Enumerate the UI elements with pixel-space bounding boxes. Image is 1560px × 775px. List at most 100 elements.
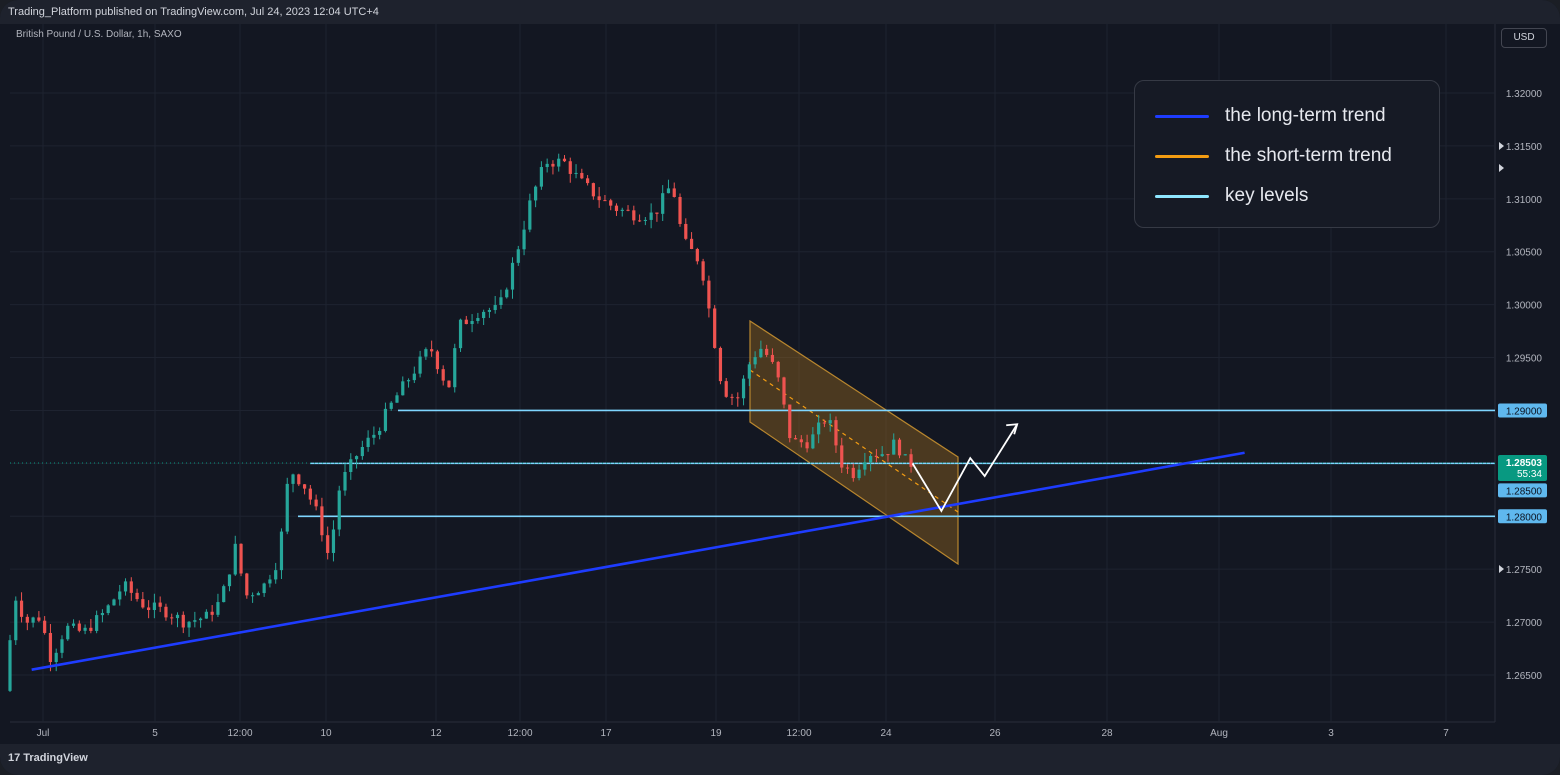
candle-body <box>401 381 405 396</box>
short-term-channel <box>749 319 959 566</box>
legend-short-term: the short-term trend <box>1155 145 1392 166</box>
candle-body <box>880 454 884 457</box>
candle-body <box>718 347 723 382</box>
candle-body <box>227 574 232 587</box>
axis-marker-icon <box>1499 164 1504 172</box>
y-tick-label: 1.29500 <box>1506 354 1543 365</box>
candle-body <box>892 439 896 455</box>
candle-body <box>285 483 289 532</box>
candle-body <box>256 593 260 596</box>
candle-body <box>262 583 266 594</box>
candle-body <box>736 397 740 399</box>
candle-body <box>118 591 122 600</box>
x-tick-label: 19 <box>710 728 722 739</box>
candle-body <box>354 456 359 460</box>
candle-body <box>378 430 382 435</box>
x-tick-label: 10 <box>320 728 332 739</box>
y-tick-label: 1.31000 <box>1506 195 1543 206</box>
candle-body <box>406 380 411 382</box>
candle-body <box>418 356 422 374</box>
candle-body <box>141 599 145 608</box>
candle-body <box>447 380 451 388</box>
candle-body <box>551 163 555 167</box>
key-level-badge-label: 1.28500 <box>1506 486 1543 497</box>
key-level-badge <box>1498 509 1547 524</box>
candle-body <box>100 613 105 616</box>
candle-body <box>31 617 35 623</box>
candle-body <box>366 437 370 448</box>
candle-body <box>250 595 255 597</box>
candle-body <box>822 422 827 424</box>
candle-body <box>689 238 694 249</box>
candle-body <box>747 364 751 379</box>
candle-body <box>684 223 688 239</box>
candle-body <box>48 632 53 663</box>
x-tick-label: 7 <box>1443 728 1449 739</box>
candle-body <box>95 615 99 631</box>
candle-body <box>522 229 526 250</box>
y-tick-label: 1.27500 <box>1506 565 1543 576</box>
candle-body <box>655 212 659 214</box>
candle-body <box>505 289 509 298</box>
candle-body <box>453 348 457 388</box>
legend-long-term-label: the long-term trend <box>1225 105 1386 126</box>
x-tick-label: 12 <box>430 728 442 739</box>
tradingview-logo-icon: 17 <box>8 752 21 764</box>
candle-body <box>724 381 728 397</box>
candle-body <box>14 600 18 641</box>
legend-key-levels-label: key levels <box>1225 185 1309 206</box>
projection-arrow-icon <box>1006 423 1019 435</box>
candle-body <box>765 348 769 355</box>
candle-body <box>222 586 226 603</box>
candle-body <box>562 158 567 162</box>
key-level-badge-label: 1.29000 <box>1506 406 1543 417</box>
publish-header: Trading_Platform published on TradingVie… <box>0 0 1560 24</box>
x-tick-label: 5 <box>152 728 158 739</box>
y-tick-label: 1.30500 <box>1506 248 1543 259</box>
candle-body <box>534 186 538 201</box>
candle-body <box>695 248 699 262</box>
legend-long-term: the long-term trend <box>1155 105 1386 126</box>
candle-body <box>586 178 590 184</box>
candle-body <box>123 581 128 592</box>
candle-body <box>869 455 873 463</box>
y-tick-label: 1.31500 <box>1506 142 1543 153</box>
trend-legend: the long-term trend the short-term trend… <box>1134 80 1440 228</box>
x-tick-label: Aug <box>1210 728 1228 739</box>
candle-body <box>349 459 353 472</box>
currency-button[interactable]: USD <box>1501 28 1547 48</box>
candle-body <box>788 404 792 439</box>
candle-body <box>199 618 203 621</box>
legend-long-term-swatch <box>1155 114 1209 118</box>
candle-body <box>597 196 601 201</box>
candle-body <box>903 454 907 456</box>
axis-marker-icon <box>1499 565 1504 573</box>
x-tick-label: 28 <box>1101 728 1113 739</box>
candle-body <box>181 614 185 628</box>
candle-body <box>441 369 445 381</box>
candle-body <box>412 373 416 381</box>
candle-body <box>897 439 902 456</box>
candle-body <box>845 467 850 469</box>
candle-body <box>210 611 214 615</box>
candle-body <box>326 535 330 553</box>
candle-body <box>793 438 798 440</box>
price-axis-area <box>1495 24 1560 744</box>
candle-body <box>314 499 318 507</box>
candle-body <box>637 220 642 222</box>
y-tick-label: 1.27000 <box>1506 618 1543 629</box>
candle-body <box>574 172 578 174</box>
candle-body <box>187 621 191 628</box>
bar-countdown-label: 55:34 <box>1517 469 1542 480</box>
candle-body <box>799 439 803 443</box>
candle-body <box>458 319 463 349</box>
tradingview-logo[interactable]: 17 TradingView <box>8 752 88 764</box>
candle-body <box>204 611 208 619</box>
candle-body <box>817 422 821 435</box>
candle-body <box>297 474 301 485</box>
candle-body <box>291 474 295 484</box>
candle-body <box>170 617 174 619</box>
x-tick-label: 3 <box>1328 728 1334 739</box>
long-term-trend-line <box>31 451 1245 671</box>
